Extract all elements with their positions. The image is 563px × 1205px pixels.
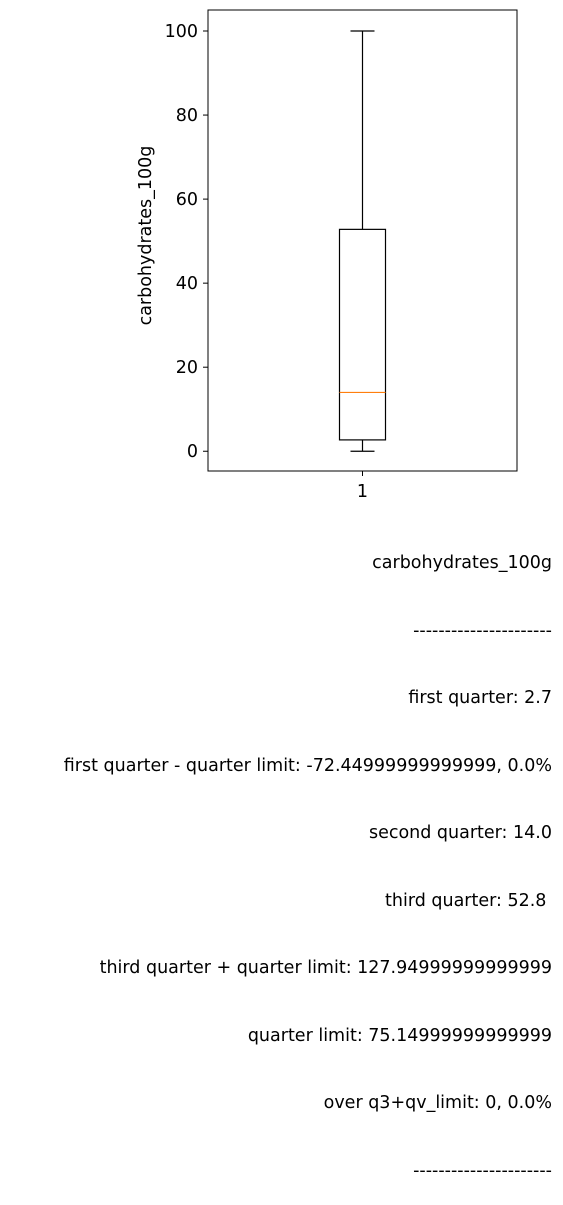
y-tick-label: 80: [176, 106, 198, 126]
stats-third-quarter: third quarter: 52.8: [385, 890, 552, 911]
x-tick-label: 1: [357, 482, 368, 500]
y-tick-label: 100: [165, 22, 198, 42]
stats-second-quarter: second quarter: 14.0: [368, 823, 552, 843]
stats-separator-top: ----------------------: [413, 620, 552, 641]
stats-quarter-limit: quarter limit: 75.14999999999999: [247, 1025, 552, 1046]
box-plot-chart: 0 20 40 60 80 100 1 carbohydrates_100g: [136, 9, 518, 500]
stats-lower-limit: first quarter - quarter limit: -72.44999…: [63, 755, 552, 776]
y-tick-label: 20: [176, 358, 198, 378]
y-tick-label: 0: [187, 442, 198, 462]
stats-first-quarter: first quarter: 2.7: [408, 688, 552, 708]
y-axis-label: carbohydrates_100g: [136, 146, 156, 326]
stats-upper-limit: third quarter + quarter limit: 127.94999…: [99, 958, 552, 978]
stats-over-limit: over q3+qv_limit: 0, 0.0%: [323, 1093, 552, 1113]
stats-title: carbohydrates_100g: [372, 553, 552, 573]
stats-summary: carbohydrates_100g ---------------------…: [64, 507, 552, 1205]
y-tick-label: 60: [176, 190, 198, 210]
y-tick-label: 40: [176, 274, 198, 294]
iqr-box: [338, 228, 387, 441]
stats-separator-bottom: ----------------------: [413, 1160, 552, 1181]
